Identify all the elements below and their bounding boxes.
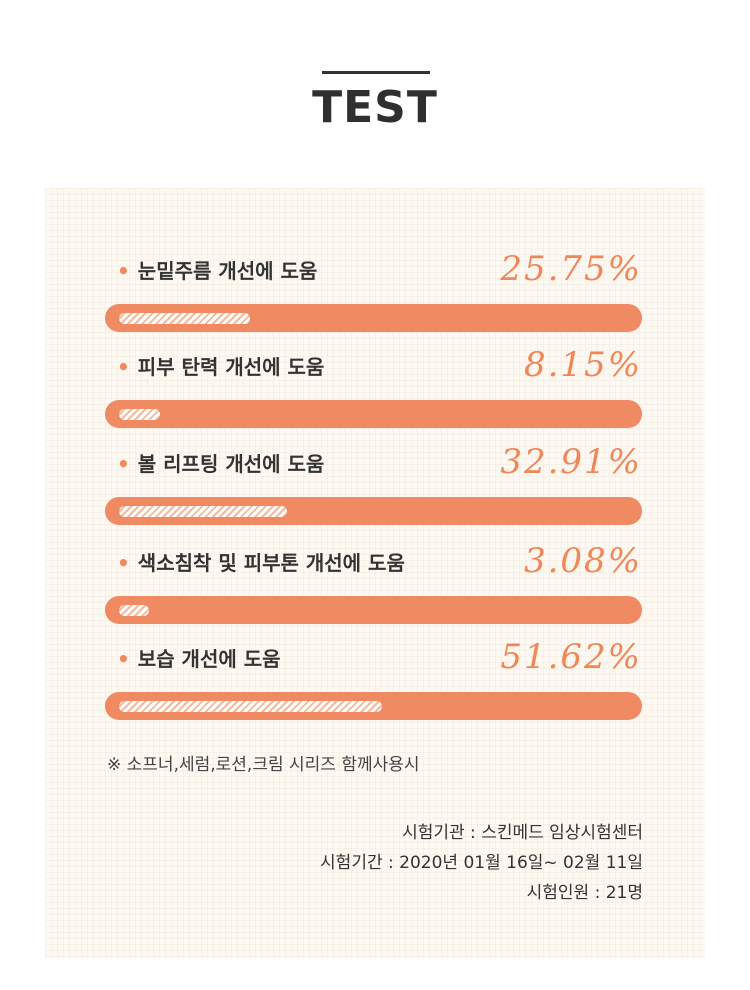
result-item-4: • 색소침착 및 피부톤 개선에 도움 3.08% <box>105 541 642 626</box>
result-label-2: • 피부 탄력 개선에 도움 <box>117 354 324 380</box>
result-value-2: 8.15% <box>523 345 642 385</box>
progress-fill-1 <box>119 313 251 324</box>
progress-fill-4 <box>119 605 149 616</box>
result-value-1: 25.75% <box>500 249 642 289</box>
progress-track-5 <box>105 692 642 720</box>
progress-fill-3 <box>119 506 287 517</box>
bullet-icon: • <box>117 551 130 575</box>
bullet-icon: • <box>117 259 130 283</box>
result-label-5: • 보습 개선에 도움 <box>117 646 281 672</box>
result-value-5: 51.62% <box>500 637 642 677</box>
result-item-5: • 보습 개선에 도움 51.62% <box>105 637 642 722</box>
progress-fill-2 <box>119 409 161 420</box>
result-label-text: 피부 탄력 개선에 도움 <box>137 355 325 379</box>
progress-track-3 <box>105 497 642 525</box>
title-rule <box>322 71 430 74</box>
progress-track-1 <box>105 304 642 332</box>
bullet-icon: • <box>117 452 130 476</box>
bullet-icon: • <box>117 647 130 671</box>
result-label-3: • 볼 리프팅 개선에 도움 <box>117 451 324 477</box>
result-item-2: • 피부 탄력 개선에 도움 8.15% <box>105 345 642 430</box>
result-value-3: 32.91% <box>500 442 642 482</box>
result-label-4: • 색소침착 및 피부톤 개선에 도움 <box>117 550 405 576</box>
result-label-1: • 눈밑주름 개선에 도움 <box>117 258 317 284</box>
result-item-3: • 볼 리프팅 개선에 도움 32.91% <box>105 442 642 527</box>
progress-track-2 <box>105 400 642 428</box>
test-period: 시험기간 : 2020년 01월 16일~ 02월 11일 <box>320 853 643 873</box>
test-participants: 시험인원 : 21명 <box>526 883 643 903</box>
test-institution: 시험기관 : 스킨메드 임상시험센터 <box>402 823 643 843</box>
progress-track-4 <box>105 596 642 624</box>
result-item-1: • 눈밑주름 개선에 도움 25.75% <box>105 249 642 334</box>
result-label-text: 색소침착 및 피부톤 개선에 도움 <box>137 551 405 575</box>
usage-note: ※ 소프너,세럼,로션,크림 시리즈 함께사용시 <box>107 755 420 775</box>
result-label-text: 보습 개선에 도움 <box>137 647 281 671</box>
page-title: TEST <box>312 82 438 133</box>
result-value-4: 3.08% <box>523 541 642 581</box>
bullet-icon: • <box>117 355 130 379</box>
result-label-text: 볼 리프팅 개선에 도움 <box>137 452 325 476</box>
result-label-text: 눈밑주름 개선에 도움 <box>137 259 318 283</box>
progress-fill-5 <box>119 701 382 712</box>
results-panel: • 눈밑주름 개선에 도움 25.75% • 피부 탄력 개선에 도움 8.15% … <box>45 188 705 958</box>
